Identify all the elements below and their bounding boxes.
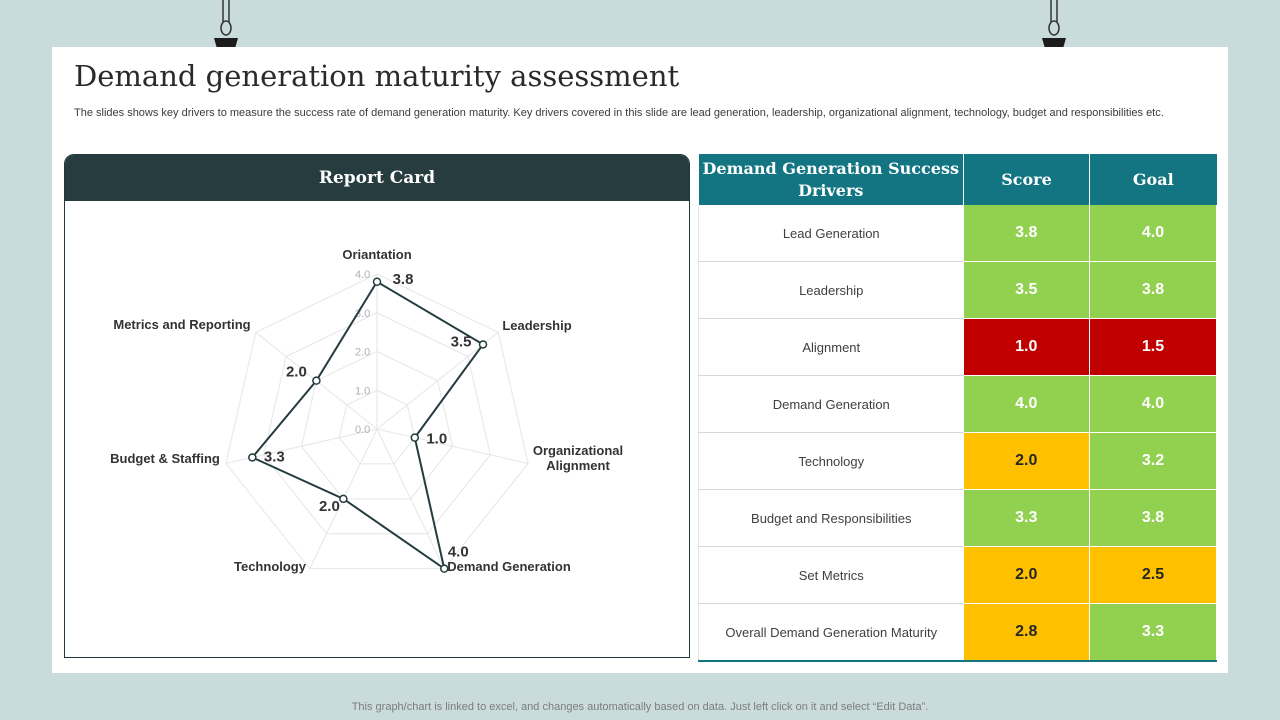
radar-axis-label: Demand Generation	[447, 559, 571, 574]
radar-chart[interactable]: 0.01.02.03.04.0 3.83.51.04.02.03.32.0Oria…	[65, 201, 689, 657]
radar-point	[372, 277, 382, 286]
driver-cell: Demand Generation	[698, 375, 964, 433]
score-cell: 3.3	[963, 489, 1090, 547]
score-cell: 2.0	[963, 432, 1090, 490]
header-drivers: Demand Generation Success Drivers	[698, 154, 964, 205]
radar-axis-label: Budget & Staffing	[110, 451, 220, 466]
drivers-table: Demand Generation Success Drivers Score …	[698, 154, 1217, 662]
radar-value-label: 1.0	[426, 431, 447, 448]
score-cell: 2.8	[963, 603, 1090, 662]
radar-tick-label: 4.0	[355, 269, 370, 281]
table-header-row: Demand Generation Success Drivers Score …	[698, 154, 1217, 205]
radar-spoke	[376, 331, 499, 430]
goal-cell: 3.2	[1089, 432, 1217, 490]
goal-cell: 4.0	[1089, 375, 1217, 433]
table-row: Lead Generation 3.8 4.0	[698, 205, 1217, 262]
goal-cell: 2.5	[1089, 546, 1217, 604]
radar-grid-ring	[263, 312, 491, 535]
radar-axis-label: Technology	[234, 559, 307, 574]
radar-series-line	[250, 280, 485, 571]
radar-point	[478, 340, 488, 349]
table-row: Technology 2.0 3.2	[698, 432, 1217, 490]
radar-grid-ring	[338, 389, 416, 465]
radar-tick-label: 2.0	[355, 347, 370, 359]
table-row: Leadership 3.5 3.8	[698, 261, 1217, 319]
radar-axis-label: Metrics and Reporting	[113, 317, 250, 332]
radar-point	[440, 564, 449, 573]
table-row: Demand Generation 4.0 4.0	[698, 375, 1217, 433]
driver-cell: Technology	[698, 432, 964, 490]
score-cell: 3.5	[963, 261, 1090, 319]
radar-spoke	[376, 428, 529, 464]
table-row: Alignment 1.0 1.5	[698, 318, 1217, 376]
header-goal: Goal	[1089, 154, 1217, 205]
radar-value-label: 4.0	[448, 544, 469, 561]
goal-cell: 3.8	[1089, 489, 1217, 547]
radar-value-label: 2.0	[286, 364, 307, 381]
footer-note: This graph/chart is linked to excel, and…	[351, 701, 929, 713]
report-card: Report Card 0.0 1.0 2.0 3.0 4.0 3.8 3.5 1.0 4.0 2…	[64, 154, 690, 658]
radar-tick-label: 0.0	[355, 424, 370, 436]
page-title: Demand generation maturity assessment	[74, 59, 680, 93]
table-row: Set Metrics 2.0 2.5	[698, 546, 1217, 604]
score-cell: 1.0	[963, 318, 1090, 376]
driver-cell: Alignment	[698, 318, 964, 376]
goal-cell: 3.3	[1089, 603, 1217, 662]
radar-point	[410, 433, 420, 442]
radar-grid-ring	[300, 350, 454, 500]
goal-cell: 3.8	[1089, 261, 1217, 319]
radar-point	[312, 376, 321, 385]
radar-spoke	[376, 428, 445, 569]
radar-axis-label: Organizational Alignment	[533, 443, 623, 473]
table-row: Budget and Responsibilities 3.3 3.8	[698, 489, 1217, 547]
header-score: Score	[963, 154, 1090, 205]
radar-axis-label: Oriantation	[342, 247, 411, 262]
driver-cell: Budget and Responsibilities	[698, 489, 964, 547]
goal-cell: 1.5	[1089, 318, 1217, 376]
radar-grid-ring	[225, 273, 529, 570]
radar-value-label: 3.3	[264, 448, 285, 465]
driver-cell: Overall Demand Generation Maturity	[698, 603, 964, 662]
driver-cell: Lead Generation	[698, 205, 964, 262]
driver-cell: Set Metrics	[698, 546, 964, 604]
radar-tick-label: 1.0	[355, 385, 370, 397]
report-card-title: Report Card	[65, 155, 689, 201]
slide: Demand generation maturity assessment Th…	[52, 47, 1228, 673]
table-row: Overall Demand Generation Maturity 2.8 3…	[698, 603, 1217, 662]
radar-value-label: 3.8	[393, 271, 414, 288]
radar-value-label: 2.0	[319, 498, 340, 515]
score-cell: 3.8	[963, 205, 1090, 262]
radar-point	[339, 494, 348, 504]
radar-value-label: 3.5	[451, 333, 472, 350]
radar-axis-label: Leadership	[502, 318, 571, 333]
score-cell: 4.0	[963, 375, 1090, 433]
radar-point	[248, 453, 257, 462]
page-subtitle: The slides shows key drivers to measure …	[74, 107, 1164, 119]
driver-cell: Leadership	[698, 261, 964, 319]
goal-cell: 4.0	[1089, 205, 1217, 262]
score-cell: 2.0	[963, 546, 1090, 604]
